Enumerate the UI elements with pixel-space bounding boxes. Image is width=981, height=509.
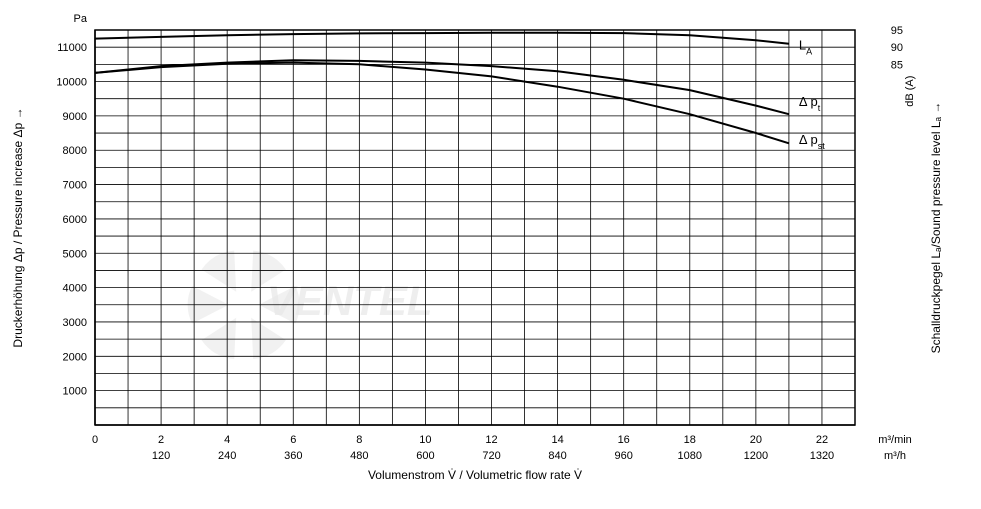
y-tick-label: 3000 [63,317,87,329]
y-right-label: Schalldruckpegel Lₐ/Sound pressure level… [929,102,943,354]
y-tick-label: 1000 [63,386,87,398]
x-tick-min: 6 [290,434,296,446]
x-tick-min: 10 [419,434,431,446]
curve-dpt [95,60,789,114]
watermark-text: VENTEL [267,277,433,324]
y-tick-label: 2000 [63,351,87,363]
x-tick-min: 22 [816,434,828,446]
y-tick-label: 7000 [63,180,87,192]
y-left-unit: Pa [74,13,88,25]
x-tick-min: 20 [750,434,762,446]
y-right-unit: dB (A) [904,76,916,107]
curve-label-la: LA [799,37,812,56]
curve-label-dpt: Δ pt [799,94,821,113]
x-tick-hr: 600 [416,450,434,462]
x-tick-hr: 240 [218,450,236,462]
y-tick-label: 9000 [63,111,87,123]
y-right-tick: 85 [891,59,903,71]
x-tick-hr: 1200 [744,450,768,462]
x-tick-hr: 120 [152,450,170,462]
x-tick-hr: 360 [284,450,302,462]
x-tick-hr: 1080 [678,450,702,462]
x-tick-min: 2 [158,434,164,446]
x-tick-min: 8 [356,434,362,446]
x-tick-hr: 1320 [810,450,834,462]
y-left-label: Druckerhöhung Δp / Pressure increase Δp … [11,107,25,347]
x-tick-min: 4 [224,434,230,446]
x-tick-min: 12 [485,434,497,446]
y-tick-label: 10000 [56,77,87,89]
x-tick-min: 14 [551,434,563,446]
plot-border [95,30,855,425]
x-tick-min: 0 [92,434,98,446]
y-tick-label: 4000 [63,283,87,295]
x-tick-hr: 720 [482,450,500,462]
x-tick-hr: 960 [615,450,633,462]
fan-performance-chart: VENTEL1000200030004000500060007000800090… [0,0,981,509]
y-tick-label: 5000 [63,248,87,260]
curve-dpst [95,63,789,144]
x-bottom-unit: m³/h [884,450,906,462]
x-axis-label: Volumenstrom V̇ / Volumetric flow rate V… [368,468,582,482]
y-tick-label: 6000 [63,214,87,226]
x-tick-min: 18 [684,434,696,446]
y-right-tick: 95 [891,25,903,37]
curve-la [95,33,789,44]
x-tick-hr: 480 [350,450,368,462]
y-tick-label: 11000 [57,42,87,54]
x-top-unit: m³/min [878,434,912,446]
y-right-tick: 90 [891,42,903,54]
x-tick-min: 16 [618,434,630,446]
curve-label-dpst: Δ pst [799,132,825,151]
x-tick-hr: 840 [548,450,566,462]
chart-svg: VENTEL1000200030004000500060007000800090… [0,0,981,509]
y-tick-label: 8000 [63,145,87,157]
